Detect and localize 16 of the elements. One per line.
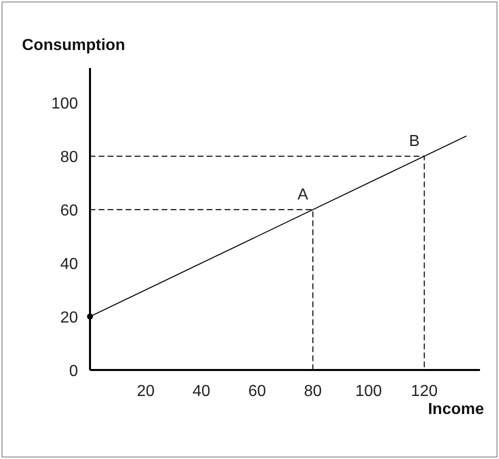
x-tick-label: 80 — [304, 383, 322, 400]
y-tick-label: 40 — [60, 256, 78, 274]
y-axis-title: Consumption — [22, 37, 126, 54]
x-tick-label: 20 — [136, 383, 155, 400]
annotation: A — [298, 186, 309, 204]
y-tick-label: 0 — [69, 363, 78, 380]
x-tick-label: 60 — [248, 383, 266, 400]
x-tick-label: 40 — [192, 383, 210, 400]
x-axis-title: Income — [428, 401, 484, 418]
y-tick-label: 60 — [60, 202, 78, 220]
x-tick-label: 120 — [410, 383, 438, 400]
y-tick-label: 80 — [60, 149, 78, 166]
y-tick-label: 20 — [60, 310, 78, 327]
x-tick-label: 100 — [355, 383, 382, 400]
annotation: B — [408, 133, 420, 150]
y-tick-label: 100 — [51, 96, 78, 113]
